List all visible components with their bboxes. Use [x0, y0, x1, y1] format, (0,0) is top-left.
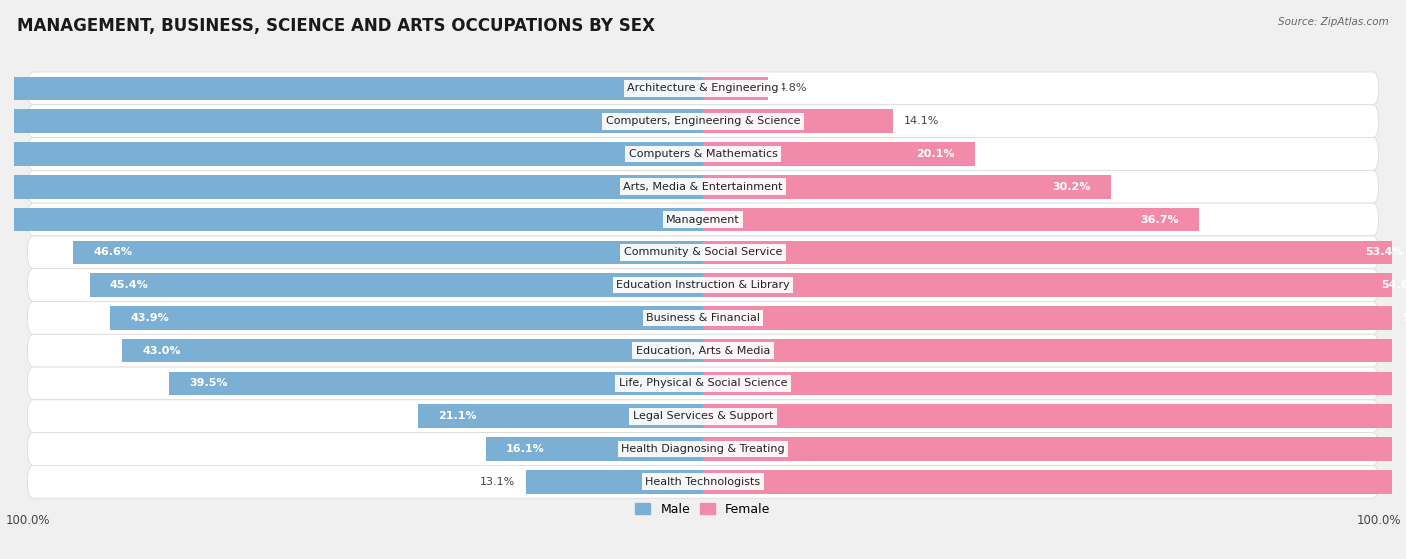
Text: Education Instruction & Library: Education Instruction & Library [616, 280, 790, 290]
Text: 54.6%: 54.6% [1382, 280, 1406, 290]
Text: 43.0%: 43.0% [142, 345, 181, 356]
FancyBboxPatch shape [28, 269, 1378, 301]
Bar [0, 110, 703, 133]
Text: Education, Arts & Media: Education, Arts & Media [636, 345, 770, 356]
FancyBboxPatch shape [28, 236, 1378, 269]
Bar [526, 470, 703, 494]
FancyBboxPatch shape [28, 72, 1378, 105]
Text: 43.9%: 43.9% [131, 313, 169, 323]
Text: 53.4%: 53.4% [1365, 247, 1405, 257]
Text: 30.2%: 30.2% [1052, 182, 1091, 192]
Bar [703, 339, 1406, 362]
Text: 13.1%: 13.1% [479, 477, 515, 487]
Bar [73, 240, 703, 264]
FancyBboxPatch shape [28, 170, 1378, 203]
Text: 45.4%: 45.4% [110, 280, 149, 290]
FancyBboxPatch shape [28, 433, 1378, 466]
Bar [0, 77, 703, 100]
Bar [90, 273, 703, 297]
Bar [703, 175, 1111, 198]
Text: 36.7%: 36.7% [1140, 215, 1178, 225]
Bar [703, 470, 1406, 494]
Text: 21.1%: 21.1% [439, 411, 477, 421]
Text: Life, Physical & Social Science: Life, Physical & Social Science [619, 378, 787, 389]
FancyBboxPatch shape [28, 105, 1378, 138]
Text: Legal Services & Support: Legal Services & Support [633, 411, 773, 421]
Bar [703, 306, 1406, 330]
Bar [703, 273, 1406, 297]
Bar [485, 437, 703, 461]
FancyBboxPatch shape [28, 466, 1378, 498]
Legend: Male, Female: Male, Female [630, 498, 776, 521]
Bar [0, 208, 703, 231]
Text: MANAGEMENT, BUSINESS, SCIENCE AND ARTS OCCUPATIONS BY SEX: MANAGEMENT, BUSINESS, SCIENCE AND ARTS O… [17, 17, 655, 35]
Bar [0, 175, 703, 198]
Bar [122, 339, 703, 362]
FancyBboxPatch shape [28, 301, 1378, 334]
Text: 46.6%: 46.6% [94, 247, 132, 257]
Bar [703, 142, 974, 166]
Text: 14.1%: 14.1% [904, 116, 939, 126]
Text: Management: Management [666, 215, 740, 225]
Text: 56.1%: 56.1% [1402, 313, 1406, 323]
FancyBboxPatch shape [28, 203, 1378, 236]
Bar [0, 142, 703, 166]
Text: Community & Social Service: Community & Social Service [624, 247, 782, 257]
Bar [703, 404, 1406, 428]
Text: Source: ZipAtlas.com: Source: ZipAtlas.com [1278, 17, 1389, 27]
Bar [703, 77, 768, 100]
Bar [703, 372, 1406, 395]
Text: 16.1%: 16.1% [506, 444, 544, 454]
Text: Business & Financial: Business & Financial [645, 313, 761, 323]
Text: Computers, Engineering & Science: Computers, Engineering & Science [606, 116, 800, 126]
Bar [703, 437, 1406, 461]
Bar [703, 240, 1406, 264]
Text: 20.1%: 20.1% [915, 149, 955, 159]
Bar [169, 372, 703, 395]
Bar [703, 110, 893, 133]
FancyBboxPatch shape [28, 138, 1378, 170]
Text: Computers & Mathematics: Computers & Mathematics [628, 149, 778, 159]
Bar [110, 306, 703, 330]
FancyBboxPatch shape [28, 400, 1378, 433]
Text: Health Technologists: Health Technologists [645, 477, 761, 487]
FancyBboxPatch shape [28, 367, 1378, 400]
Text: Arts, Media & Entertainment: Arts, Media & Entertainment [623, 182, 783, 192]
Text: 39.5%: 39.5% [190, 378, 228, 389]
Text: Architecture & Engineering: Architecture & Engineering [627, 83, 779, 93]
Text: 4.8%: 4.8% [779, 83, 807, 93]
Text: Health Diagnosing & Treating: Health Diagnosing & Treating [621, 444, 785, 454]
Bar [703, 208, 1199, 231]
Bar [418, 404, 703, 428]
FancyBboxPatch shape [28, 334, 1378, 367]
